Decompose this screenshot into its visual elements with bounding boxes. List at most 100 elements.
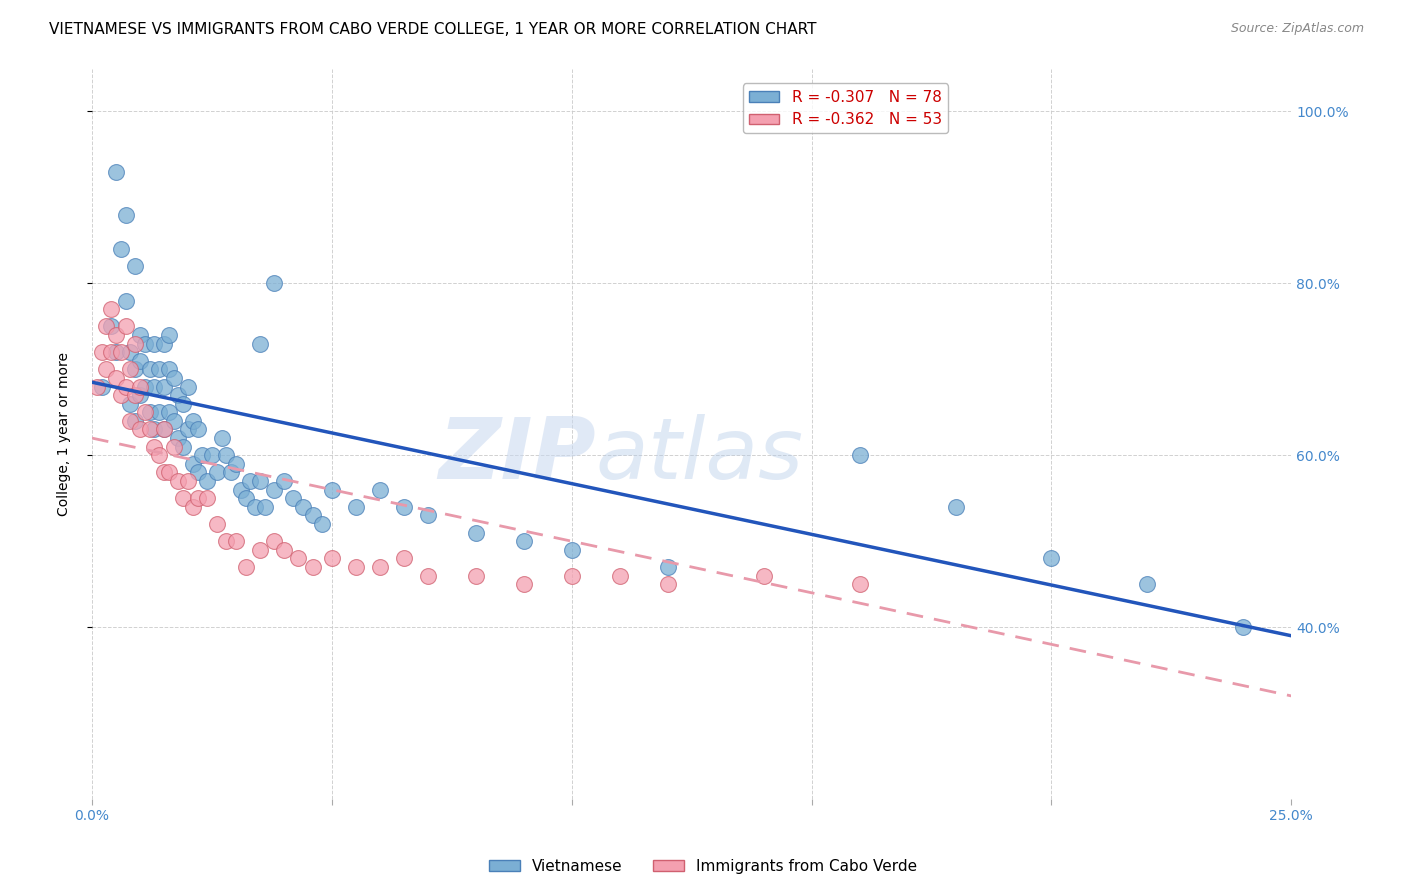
Point xyxy=(513,534,536,549)
Point xyxy=(153,466,176,480)
Point xyxy=(287,551,309,566)
Text: atlas: atlas xyxy=(596,414,804,497)
Point xyxy=(129,379,152,393)
Point xyxy=(205,516,228,531)
Point xyxy=(1232,620,1254,634)
Point xyxy=(215,534,238,549)
Point xyxy=(945,500,967,514)
Point xyxy=(138,405,160,419)
Point xyxy=(172,397,194,411)
Point xyxy=(177,379,200,393)
Point xyxy=(752,568,775,582)
Point xyxy=(172,491,194,506)
Point xyxy=(239,474,262,488)
Point xyxy=(148,362,170,376)
Point xyxy=(153,336,176,351)
Point xyxy=(657,577,679,591)
Point xyxy=(273,474,295,488)
Point xyxy=(167,474,190,488)
Point xyxy=(187,422,209,436)
Point xyxy=(249,542,271,557)
Point xyxy=(114,293,136,308)
Legend: Vietnamese, Immigrants from Cabo Verde: Vietnamese, Immigrants from Cabo Verde xyxy=(482,853,924,880)
Point xyxy=(143,440,166,454)
Point xyxy=(96,319,118,334)
Point xyxy=(157,328,180,343)
Point xyxy=(162,440,184,454)
Point xyxy=(368,560,391,574)
Point xyxy=(263,483,285,497)
Point xyxy=(138,362,160,376)
Point xyxy=(249,474,271,488)
Point xyxy=(392,551,415,566)
Legend: R = -0.307   N = 78, R = -0.362   N = 53: R = -0.307 N = 78, R = -0.362 N = 53 xyxy=(742,84,948,133)
Point xyxy=(311,516,333,531)
Point xyxy=(219,466,242,480)
Point xyxy=(134,405,156,419)
Point xyxy=(105,345,128,359)
Point xyxy=(283,491,305,506)
Text: ZIP: ZIP xyxy=(439,414,596,497)
Point xyxy=(167,388,190,402)
Point xyxy=(215,448,238,462)
Point xyxy=(138,422,160,436)
Point xyxy=(105,164,128,178)
Y-axis label: College, 1 year or more: College, 1 year or more xyxy=(58,351,72,516)
Point xyxy=(162,371,184,385)
Point xyxy=(561,542,583,557)
Point xyxy=(120,345,142,359)
Point xyxy=(100,345,122,359)
Point xyxy=(344,560,367,574)
Point xyxy=(187,466,209,480)
Point xyxy=(848,448,870,462)
Point xyxy=(243,500,266,514)
Point xyxy=(114,379,136,393)
Text: VIETNAMESE VS IMMIGRANTS FROM CABO VERDE COLLEGE, 1 YEAR OR MORE CORRELATION CHA: VIETNAMESE VS IMMIGRANTS FROM CABO VERDE… xyxy=(49,22,817,37)
Point xyxy=(129,388,152,402)
Point xyxy=(177,422,200,436)
Point xyxy=(129,422,152,436)
Point xyxy=(143,336,166,351)
Point xyxy=(124,414,146,428)
Point xyxy=(187,491,209,506)
Point xyxy=(513,577,536,591)
Point xyxy=(225,534,247,549)
Point xyxy=(1040,551,1063,566)
Text: Source: ZipAtlas.com: Source: ZipAtlas.com xyxy=(1230,22,1364,36)
Point xyxy=(148,405,170,419)
Point xyxy=(90,379,112,393)
Point xyxy=(263,534,285,549)
Point xyxy=(344,500,367,514)
Point xyxy=(148,448,170,462)
Point xyxy=(153,422,176,436)
Point xyxy=(205,466,228,480)
Point xyxy=(162,414,184,428)
Point xyxy=(105,371,128,385)
Point xyxy=(157,466,180,480)
Point xyxy=(561,568,583,582)
Point xyxy=(105,328,128,343)
Point xyxy=(301,560,323,574)
Point xyxy=(86,379,108,393)
Point xyxy=(225,457,247,471)
Point xyxy=(120,414,142,428)
Point xyxy=(1136,577,1159,591)
Point xyxy=(229,483,252,497)
Point xyxy=(110,345,132,359)
Point xyxy=(124,388,146,402)
Point xyxy=(235,491,257,506)
Point xyxy=(464,568,486,582)
Point xyxy=(657,560,679,574)
Point xyxy=(129,353,152,368)
Point xyxy=(249,336,271,351)
Point xyxy=(321,483,343,497)
Point xyxy=(235,560,257,574)
Point xyxy=(253,500,276,514)
Point xyxy=(195,491,218,506)
Point xyxy=(848,577,870,591)
Point xyxy=(153,422,176,436)
Point xyxy=(368,483,391,497)
Point xyxy=(143,422,166,436)
Point xyxy=(120,362,142,376)
Point xyxy=(263,277,285,291)
